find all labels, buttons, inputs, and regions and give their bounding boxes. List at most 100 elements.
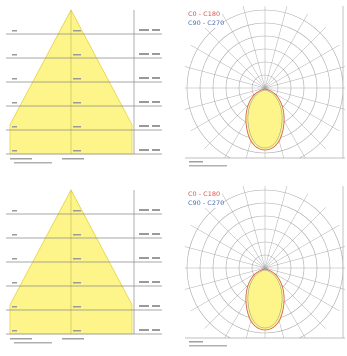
cone-right-label-2: [139, 53, 149, 55]
polar-spoke-150: [190, 267, 266, 312]
cone-right-value-4: [152, 281, 160, 283]
cone-right-label-1: [139, 29, 149, 31]
polar-spoke-285: [264, 6, 288, 89]
cone-right-value-2: [152, 53, 160, 55]
polar-spoke-15: [264, 267, 345, 290]
legend-background: [187, 188, 221, 208]
cone-left-tick-2: [12, 234, 17, 236]
polar-footer-bar-2: [189, 345, 227, 347]
polar-spoke-210: [190, 224, 266, 269]
cone-left-tick-6: [12, 150, 17, 152]
cone-centre-tick-6: [73, 150, 81, 152]
cone-right-label-2: [139, 233, 149, 235]
cone-centre-tick-6: [73, 330, 81, 332]
polar-spoke-150: [190, 87, 266, 132]
cone-footer-bar-2: [62, 158, 84, 160]
polar-spoke-255: [242, 6, 266, 89]
polar-spoke-240: [221, 193, 266, 269]
polar-spoke-285: [264, 186, 288, 269]
light-distribution-c0-c180: [245, 268, 285, 331]
polar-spoke-225: [204, 27, 266, 89]
polar-spoke-225: [204, 207, 266, 269]
cone-centre-tick-5: [73, 306, 81, 308]
cone-right-value-1: [152, 29, 160, 31]
cone-right-label-5: [139, 125, 149, 127]
polar-footer-bar-1: [189, 161, 203, 163]
polar-spoke-330: [264, 44, 340, 89]
cone-left-tick-1: [12, 30, 17, 32]
polar-spoke-300: [264, 13, 309, 89]
cone-footer-bar-3: [14, 342, 52, 344]
cone-right-label-1: [139, 209, 149, 211]
cone-left-tick-3: [12, 78, 17, 80]
cone-footer-bar-2: [62, 338, 84, 340]
polar-diagram-2: C0 - C180 C90 - C270: [185, 186, 345, 348]
polar-spoke-15: [264, 87, 345, 110]
cone-right-label-6: [139, 329, 149, 331]
cone-left-tick-2: [12, 54, 17, 56]
light-distribution-c90-c270: [247, 89, 283, 149]
cone-footer-bar-3: [14, 162, 52, 164]
cone-right-value-5: [152, 125, 160, 127]
cone-right-label-3: [139, 257, 149, 259]
polar-spoke-195: [185, 246, 266, 269]
polar-spoke-240: [221, 13, 266, 89]
cone-left-tick-5: [12, 306, 17, 308]
legend-entry-c90-c270: C90 - C270: [188, 199, 224, 207]
cone-right-value-4: [152, 101, 160, 103]
cone-footer-bar-1: [10, 158, 32, 160]
polar-spoke-255: [242, 186, 266, 269]
cone-right-label-3: [139, 77, 149, 79]
cone-right-value-2: [152, 233, 160, 235]
cone-right-label-6: [139, 149, 149, 151]
cone-right-value-5: [152, 305, 160, 307]
legend-entry-c90-c270: C90 - C270: [188, 19, 224, 27]
legend-entry-c0-c180: C0 - C180: [188, 10, 220, 18]
legend-entry-c0-c180: C0 - C180: [188, 190, 220, 198]
polar-footer-bar-1: [189, 341, 203, 343]
cone-left-tick-4: [12, 282, 17, 284]
cone-right-label-5: [139, 305, 149, 307]
cone-centre-tick-1: [73, 210, 81, 212]
polar-diagram-1: C0 - C180 C90 - C270: [185, 6, 345, 168]
cone-left-tick-6: [12, 330, 17, 332]
cone-centre-tick-2: [73, 234, 81, 236]
light-distribution-c0-c180: [245, 88, 285, 151]
polar-spoke-345: [264, 246, 345, 269]
polar-spoke-210: [190, 44, 266, 89]
polar-spoke-165: [185, 87, 266, 110]
cone-left-tick-3: [12, 258, 17, 260]
polar-footer-bar-2: [189, 165, 227, 167]
cone-centre-tick-3: [73, 258, 81, 260]
polar-spoke-195: [185, 66, 266, 89]
cone-centre-tick-5: [73, 126, 81, 128]
polar-spoke-315: [264, 207, 326, 269]
cone-right-value-3: [152, 77, 160, 79]
cone-diagram-1: [6, 6, 166, 168]
cone-right-label-4: [139, 281, 149, 283]
legend-background: [187, 8, 221, 28]
cone-centre-tick-4: [73, 102, 81, 104]
cone-centre-tick-2: [73, 54, 81, 56]
polar-spoke-30: [264, 87, 340, 132]
polar-spoke-165: [185, 267, 266, 290]
cone-right-value-6: [152, 149, 160, 151]
light-distribution-c90-c270: [247, 269, 283, 329]
cone-right-value-1: [152, 209, 160, 211]
polar-spoke-315: [264, 27, 326, 89]
cone-diagram-2-svg: [6, 189, 162, 344]
cone-right-value-3: [152, 257, 160, 259]
cone-footer-bar-1: [10, 338, 32, 340]
polar-spoke-30: [264, 267, 340, 312]
polar-spoke-345: [264, 66, 345, 89]
cone-centre-tick-4: [73, 282, 81, 284]
polar-spoke-330: [264, 224, 340, 269]
cone-left-tick-1: [12, 210, 17, 212]
cone-centre-tick-1: [73, 30, 81, 32]
polar-spoke-300: [264, 193, 309, 269]
cone-right-label-4: [139, 101, 149, 103]
cone-left-tick-5: [12, 126, 17, 128]
